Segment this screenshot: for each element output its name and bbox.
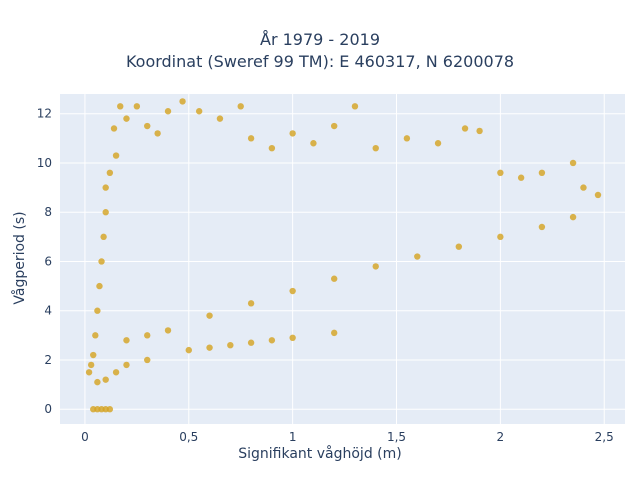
data-point bbox=[268, 144, 276, 152]
data-point bbox=[580, 184, 587, 191]
data-point bbox=[102, 376, 109, 383]
data-point bbox=[102, 184, 109, 191]
data-point bbox=[538, 223, 546, 231]
scatter-points bbox=[85, 98, 602, 413]
data-point bbox=[144, 122, 151, 130]
y-tick-label: 0 bbox=[44, 402, 52, 416]
data-point bbox=[330, 122, 338, 130]
data-point bbox=[517, 174, 525, 181]
chart-title-line-2: Koordinat (Sweref 99 TM): E 460317, N 62… bbox=[125, 52, 515, 71]
data-point bbox=[330, 329, 338, 337]
data-point bbox=[237, 103, 244, 110]
x-tick-label: 0 bbox=[81, 430, 89, 444]
data-point bbox=[94, 378, 101, 386]
data-point bbox=[351, 103, 359, 110]
data-point bbox=[461, 125, 469, 132]
data-point bbox=[216, 115, 224, 122]
plot-area bbox=[60, 94, 625, 424]
y-axis-ticks: 0 2 4 6 8 10 12 bbox=[37, 107, 52, 417]
data-point bbox=[98, 258, 105, 265]
data-point bbox=[112, 152, 120, 159]
data-point bbox=[195, 108, 203, 115]
data-point bbox=[185, 346, 192, 354]
data-point bbox=[96, 282, 103, 290]
data-point bbox=[100, 233, 107, 241]
grid-lines bbox=[60, 94, 625, 424]
y-tick-label: 10 bbox=[37, 156, 52, 170]
x-tick-label: 0,5 bbox=[179, 430, 198, 444]
data-point bbox=[179, 98, 186, 105]
data-point bbox=[85, 369, 93, 376]
data-point bbox=[247, 135, 255, 142]
data-point bbox=[87, 361, 95, 369]
data-point bbox=[90, 351, 97, 359]
data-point bbox=[106, 406, 114, 413]
y-tick-label: 4 bbox=[44, 304, 52, 318]
data-point bbox=[102, 209, 109, 216]
x-tick-label: 2,5 bbox=[595, 430, 614, 444]
x-axis-ticks: 0 0,5 1 1,5 2 2,5 bbox=[81, 430, 614, 444]
data-point bbox=[247, 300, 255, 307]
data-point bbox=[497, 169, 504, 177]
data-point bbox=[289, 287, 296, 295]
data-point bbox=[123, 337, 130, 344]
data-point bbox=[144, 356, 151, 364]
data-point bbox=[476, 127, 483, 135]
data-point bbox=[94, 307, 101, 314]
data-point bbox=[289, 130, 296, 137]
data-point bbox=[106, 169, 114, 177]
data-point bbox=[133, 103, 141, 110]
data-point bbox=[164, 108, 172, 115]
data-point bbox=[144, 332, 151, 339]
y-tick-label: 8 bbox=[44, 205, 52, 219]
data-point bbox=[455, 243, 463, 250]
data-point bbox=[414, 253, 421, 260]
y-tick-label: 12 bbox=[37, 107, 52, 121]
data-point bbox=[569, 159, 577, 167]
data-point bbox=[206, 312, 213, 319]
data-point bbox=[569, 213, 577, 221]
data-point bbox=[123, 361, 130, 369]
y-tick-label: 2 bbox=[44, 353, 52, 367]
x-axis-title: Signifikant våghöjd (m) bbox=[238, 446, 402, 462]
data-point bbox=[110, 125, 118, 132]
data-point bbox=[154, 130, 161, 137]
data-point bbox=[594, 191, 602, 199]
data-point bbox=[538, 169, 546, 177]
data-point bbox=[123, 115, 130, 122]
x-tick-label: 2 bbox=[497, 430, 505, 444]
data-point bbox=[117, 103, 124, 110]
data-point bbox=[434, 140, 442, 147]
chart-title-line-1: År 1979 - 2019 bbox=[260, 30, 380, 49]
data-point bbox=[330, 275, 338, 282]
data-point bbox=[92, 332, 99, 339]
data-point bbox=[403, 135, 411, 142]
y-tick-label: 6 bbox=[44, 254, 52, 268]
data-point bbox=[372, 144, 379, 152]
data-point bbox=[372, 263, 379, 270]
x-tick-label: 1,5 bbox=[387, 430, 406, 444]
data-point bbox=[497, 233, 504, 241]
data-point bbox=[268, 337, 276, 344]
data-point bbox=[164, 327, 172, 334]
x-tick-label: 1 bbox=[289, 430, 297, 444]
data-point bbox=[247, 339, 255, 346]
y-axis-title: Vågperiod (s) bbox=[12, 211, 28, 305]
data-point bbox=[310, 140, 317, 147]
data-point bbox=[289, 334, 296, 342]
data-point bbox=[112, 369, 120, 376]
data-point bbox=[227, 341, 234, 349]
data-point bbox=[206, 344, 213, 351]
